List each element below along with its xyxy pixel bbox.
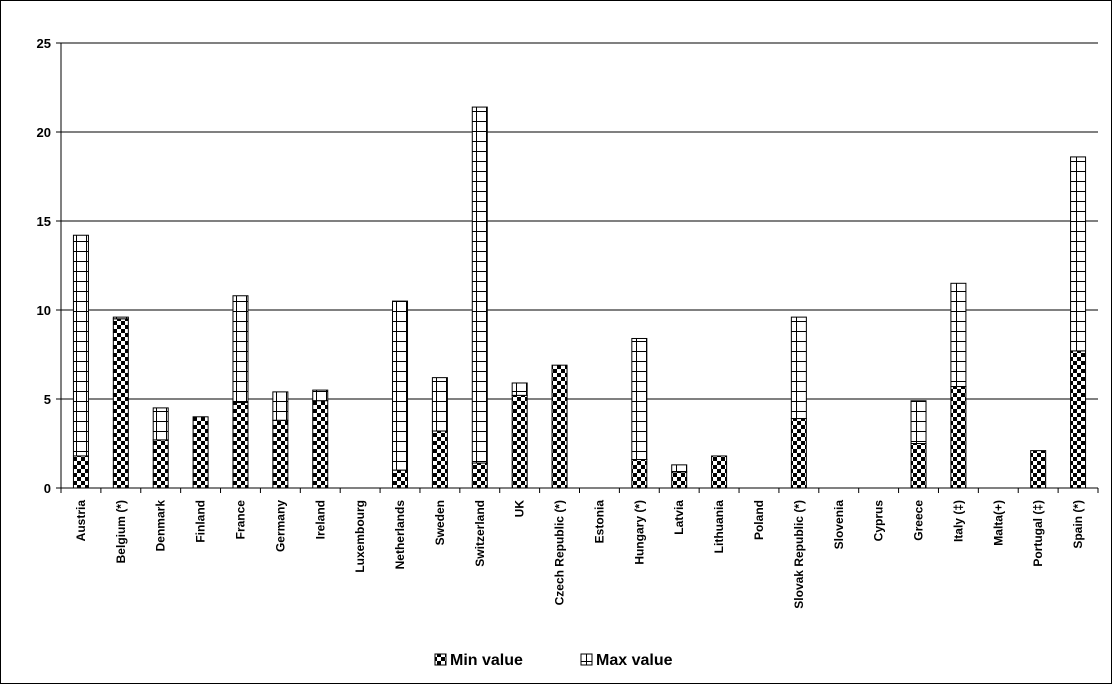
bar-max-value [790, 316, 807, 420]
bar-min-value [312, 400, 329, 489]
legend-swatch-min [434, 653, 447, 666]
y-tick-label: 25 [37, 36, 51, 51]
x-tick-label: Hungary (*) [632, 500, 646, 565]
x-tick-label: Slovak Republic (*) [792, 500, 806, 609]
x-tick-label: Spain (*) [1071, 500, 1085, 549]
axes [56, 42, 1099, 493]
bar-min-value [232, 402, 249, 489]
x-tick-label: Cyprus [872, 500, 886, 542]
x-tick-label: Lithuania [712, 500, 726, 554]
x-tick-label: Netherlands [393, 500, 407, 570]
x-tick-label: Ireland [313, 500, 327, 539]
bar-max-value [152, 407, 169, 441]
x-tick-label: Italy (‡) [951, 500, 965, 542]
bar-max-value [392, 300, 409, 471]
bar-max-value [1070, 156, 1087, 352]
bar-min-value [1070, 350, 1087, 489]
bar-max-value [72, 234, 89, 457]
bar-min-value [551, 364, 568, 489]
bar-max-value [671, 464, 688, 473]
tick-labels: 0 5 10 15 20 25 Austria Belgium (*) Denmark Finla… [37, 36, 1086, 609]
bars [72, 106, 1087, 489]
bar-min-value [112, 318, 129, 489]
x-tick-label: Estonia [592, 500, 606, 544]
x-tick-label: Denmark [154, 500, 168, 552]
bar-min-value [471, 462, 488, 489]
bar-max-value [631, 337, 648, 461]
bar-min-value [950, 386, 967, 489]
bar-min-value [631, 459, 648, 489]
bar-max-value [511, 382, 528, 396]
x-tick-label: Poland [752, 500, 766, 540]
legend-swatch-max [580, 653, 593, 666]
bar-max-value [431, 377, 448, 432]
bar-min-value [1030, 450, 1047, 489]
bar-min-value [910, 443, 927, 489]
bar-min-value [431, 430, 448, 489]
x-tick-label: Portugal (‡) [1031, 500, 1045, 567]
x-tick-label: Czech Republic (*) [553, 500, 567, 605]
bar-max-value [910, 400, 927, 444]
x-tick-label: Sweden [433, 500, 447, 545]
bar-max-value [471, 106, 488, 464]
x-tick-label: Switzerland [473, 500, 487, 567]
x-tick-label: Latvia [672, 500, 686, 535]
bar-max-value [272, 391, 289, 421]
bar-min-value [192, 416, 209, 489]
x-tick-label: Germany [273, 500, 287, 552]
y-tick-label: 15 [37, 214, 51, 229]
x-tick-label: Malta(+) [991, 500, 1005, 546]
x-tick-label: Slovenia [832, 500, 846, 550]
bar-min-value [392, 469, 409, 489]
x-tick-label: Greece [912, 500, 926, 541]
x-tick-label: Finland [194, 500, 208, 543]
x-tick-label: France [233, 500, 247, 540]
legend: Min value Max value [434, 652, 673, 669]
bar-min-value [671, 471, 688, 489]
gridlines [61, 42, 1098, 400]
bar-min-value [790, 418, 807, 489]
y-tick-label: 20 [37, 125, 51, 140]
bar-max-value [312, 389, 329, 402]
legend-label-max: Max value [596, 652, 673, 669]
bar-min-value [511, 394, 528, 489]
bar-min-value [72, 455, 89, 489]
x-tick-label: Luxembourg [353, 500, 367, 573]
y-tick-label: 5 [44, 392, 51, 407]
bar-min-value [711, 455, 728, 489]
x-tick-label: Belgium (*) [114, 500, 128, 563]
x-tick-label: UK [513, 500, 527, 518]
bar-min-value [272, 419, 289, 489]
legend-label-min: Min value [450, 652, 523, 669]
bar-max-value [232, 295, 249, 404]
bar-min-value [152, 439, 169, 489]
bar-max-value [950, 282, 967, 388]
y-tick-label: 0 [44, 481, 51, 496]
y-tick-label: 10 [37, 303, 51, 318]
x-tick-label: Austria [74, 500, 88, 542]
